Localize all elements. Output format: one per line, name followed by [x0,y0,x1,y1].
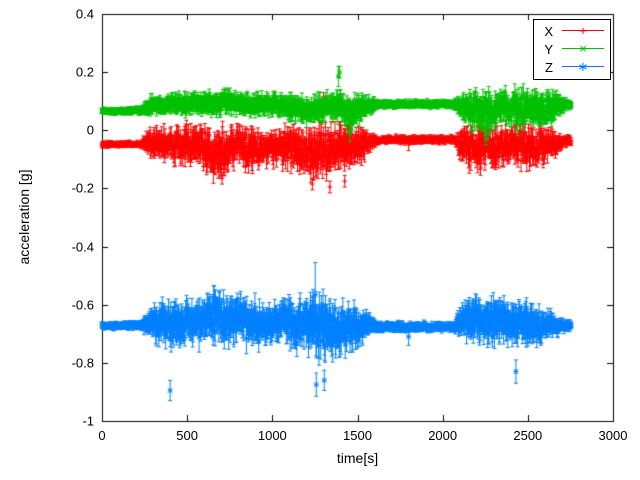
y-tick-label: -0.4 [71,239,94,255]
legend-entry-x: X + [544,22,604,40]
x-tick-label: 1500 [343,428,372,443]
x-tick-label: 2500 [513,428,543,443]
legend-label: X [544,23,553,39]
y-tick-label: 0.2 [75,64,94,80]
y-axis-label: acceleration [g] [16,169,32,265]
x-tick-label: 2000 [428,428,458,443]
legend-sample-asterisk-icon: ∗ [562,60,604,74]
y-tick-label: -1 [82,413,94,429]
x-tick-label: 1000 [257,428,287,443]
legend: X + Y × Z ∗ [533,19,611,80]
x-tick-label: 500 [176,428,199,443]
legend-entry-y: Y × [544,40,604,58]
y-tick-label: -0.6 [71,297,94,313]
y-tick-label: -0.8 [71,355,94,371]
x-tick-label: 3000 [598,428,628,443]
legend-label: Y [544,41,553,57]
x-axis-label: time[s] [336,450,379,466]
legend-entry-z: Z ∗ [544,58,604,76]
legend-sample-cross-icon: × [562,42,604,56]
y-tick-label: 0 [86,122,94,138]
legend-label: Z [545,59,553,75]
legend-sample-plus-icon: + [562,24,604,38]
x-tick-label: 0 [98,428,106,443]
y-tick-label: -0.2 [71,180,94,196]
y-tick-label: 0.4 [75,6,94,22]
